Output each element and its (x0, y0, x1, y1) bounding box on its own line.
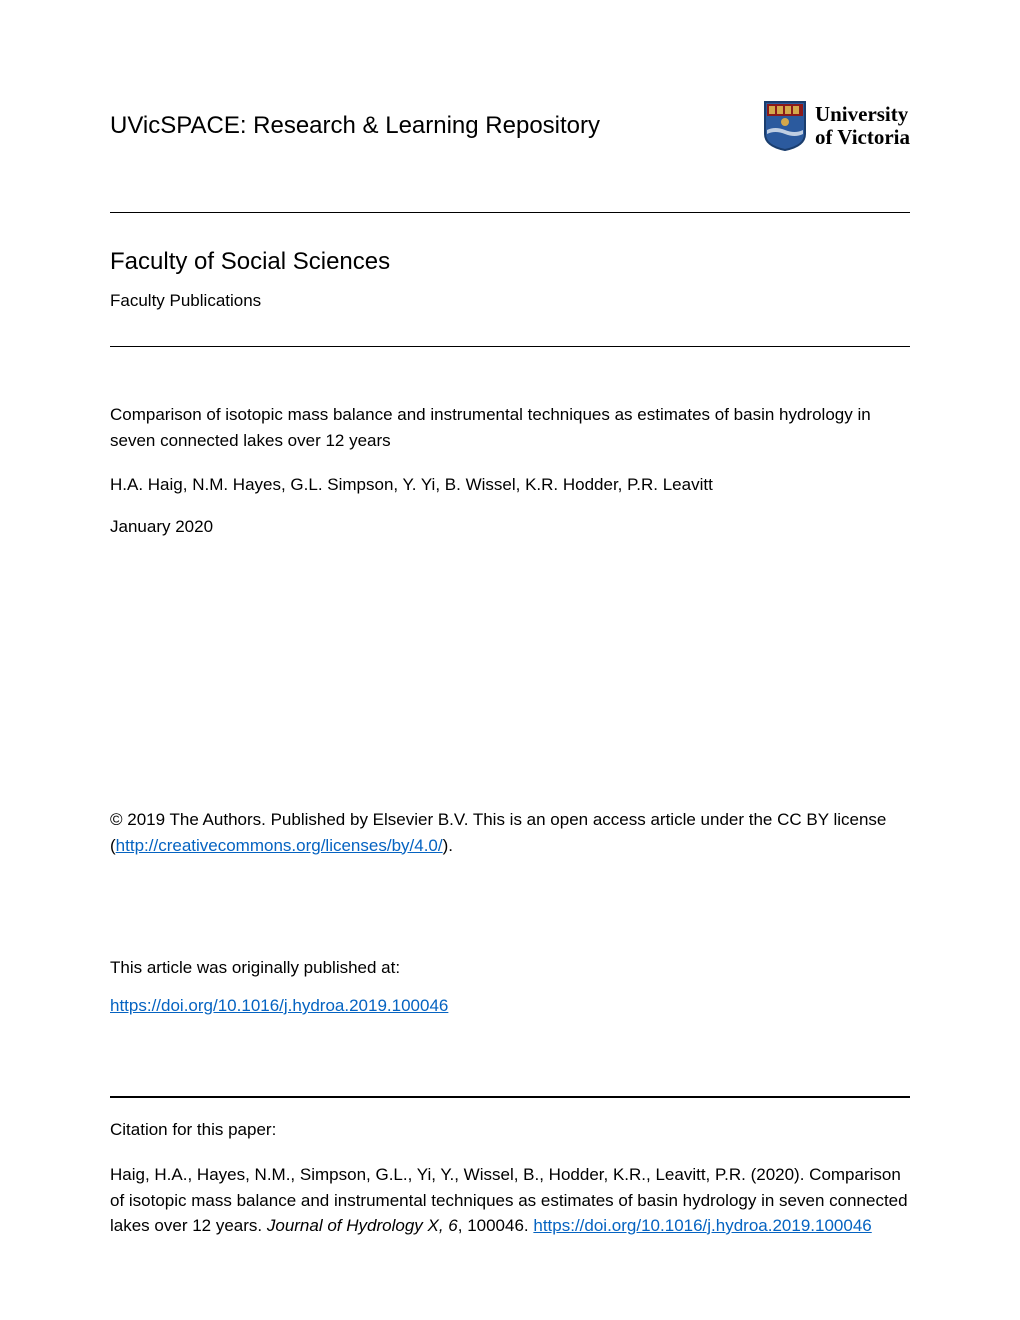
license-suffix: ). (443, 836, 453, 855)
university-logo-block: University of Victoria (763, 100, 910, 152)
paper-authors: H.A. Haig, N.M. Hayes, G.L. Simpson, Y. … (110, 475, 910, 495)
citation-label: Citation for this paper: (110, 1120, 910, 1140)
citation-doi-link[interactable]: https://doi.org/10.1016/j.hydroa.2019.10… (533, 1216, 871, 1235)
divider-citation (110, 1096, 910, 1098)
header-row: UVicSPACE: Research & Learning Repositor… (110, 100, 910, 152)
university-line2: of Victoria (815, 126, 910, 149)
citation-text: Haig, H.A., Hayes, N.M., Simpson, G.L., … (110, 1162, 910, 1239)
original-publication-label: This article was originally published at… (110, 958, 910, 978)
faculty-subtitle: Faculty Publications (110, 291, 910, 311)
citation-journal: Journal of Hydrology X, 6 (267, 1216, 458, 1235)
citation-after-italic: , 100046. (458, 1216, 534, 1235)
university-name: University of Victoria (815, 103, 910, 149)
license-block: © 2019 The Authors. Published by Elsevie… (110, 807, 910, 858)
paper-title: Comparison of isotopic mass balance and … (110, 402, 910, 453)
university-line1: University (815, 103, 910, 126)
license-link[interactable]: http://creativecommons.org/licenses/by/4… (116, 836, 443, 855)
divider-top (110, 212, 910, 213)
faculty-title: Faculty of Social Sciences (110, 248, 910, 276)
divider-mid (110, 346, 910, 347)
repository-title: UVicSPACE: Research & Learning Repositor… (110, 112, 600, 140)
paper-date: January 2020 (110, 517, 910, 537)
original-doi-link[interactable]: https://doi.org/10.1016/j.hydroa.2019.10… (110, 996, 448, 1016)
university-shield-icon (763, 100, 807, 152)
